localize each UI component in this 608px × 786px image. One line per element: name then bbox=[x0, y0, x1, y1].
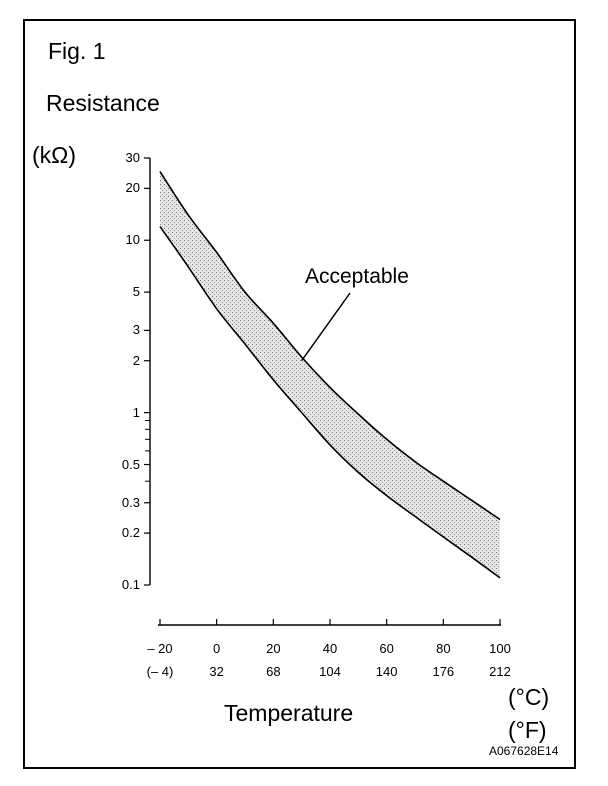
x-tick-label-fahrenheit: 104 bbox=[319, 664, 341, 679]
x-tick-label-fahrenheit: (– 4) bbox=[146, 664, 174, 679]
y-tick-label: 0.2 bbox=[121, 525, 140, 541]
figure-code: A067628E14 bbox=[489, 744, 559, 758]
x-tick-label-fahrenheit: 32 bbox=[209, 664, 224, 679]
x-tick-label-fahrenheit: 212 bbox=[489, 664, 511, 679]
figure-frame bbox=[23, 19, 576, 769]
y-axis-unit: (kΩ) bbox=[32, 142, 77, 168]
y-tick-label: 3 bbox=[132, 322, 140, 338]
y-tick-label: 5 bbox=[132, 284, 140, 300]
y-axis-label: Resistance bbox=[46, 90, 160, 116]
x-tick-label-celsius: 60 bbox=[379, 641, 394, 656]
x-axis-label: Temperature bbox=[224, 700, 354, 726]
x-tick-label-celsius: 0 bbox=[213, 641, 221, 656]
x-tick-label-celsius: – 20 bbox=[147, 641, 173, 656]
figure-label: Fig. 1 bbox=[48, 38, 106, 64]
x-tick-label-celsius: 100 bbox=[489, 641, 511, 656]
y-tick-label: 0.3 bbox=[121, 494, 140, 510]
x-tick-label-celsius: 80 bbox=[436, 641, 451, 656]
x-tick-label-fahrenheit: 176 bbox=[432, 664, 455, 679]
x-axis-unit-celsius: (°C) bbox=[508, 684, 550, 710]
x-tick-label-fahrenheit: 140 bbox=[375, 664, 398, 679]
acceptable-annotation: Acceptable bbox=[305, 265, 409, 288]
x-tick-label-celsius: 40 bbox=[322, 641, 338, 656]
y-tick-label: 2 bbox=[132, 352, 140, 368]
lower-limit-line bbox=[159, 226, 501, 579]
y-tick-label: 0.5 bbox=[121, 456, 140, 472]
y-tick-label: 20 bbox=[125, 180, 140, 196]
y-tick-label: 10 bbox=[125, 232, 140, 248]
x-tick-label-celsius: 20 bbox=[266, 641, 281, 656]
upper-limit-line bbox=[159, 171, 501, 521]
annotation-leader-line bbox=[301, 292, 351, 362]
y-tick-label: 30 bbox=[125, 150, 140, 165]
y-tick-label: 0.1 bbox=[121, 577, 140, 592]
x-axis-unit-fahrenheit: (°F) bbox=[508, 717, 547, 743]
x-tick-label-fahrenheit: 68 bbox=[266, 664, 281, 679]
y-tick-label: 1 bbox=[132, 404, 140, 420]
acceptable-band-fill bbox=[160, 171, 500, 578]
